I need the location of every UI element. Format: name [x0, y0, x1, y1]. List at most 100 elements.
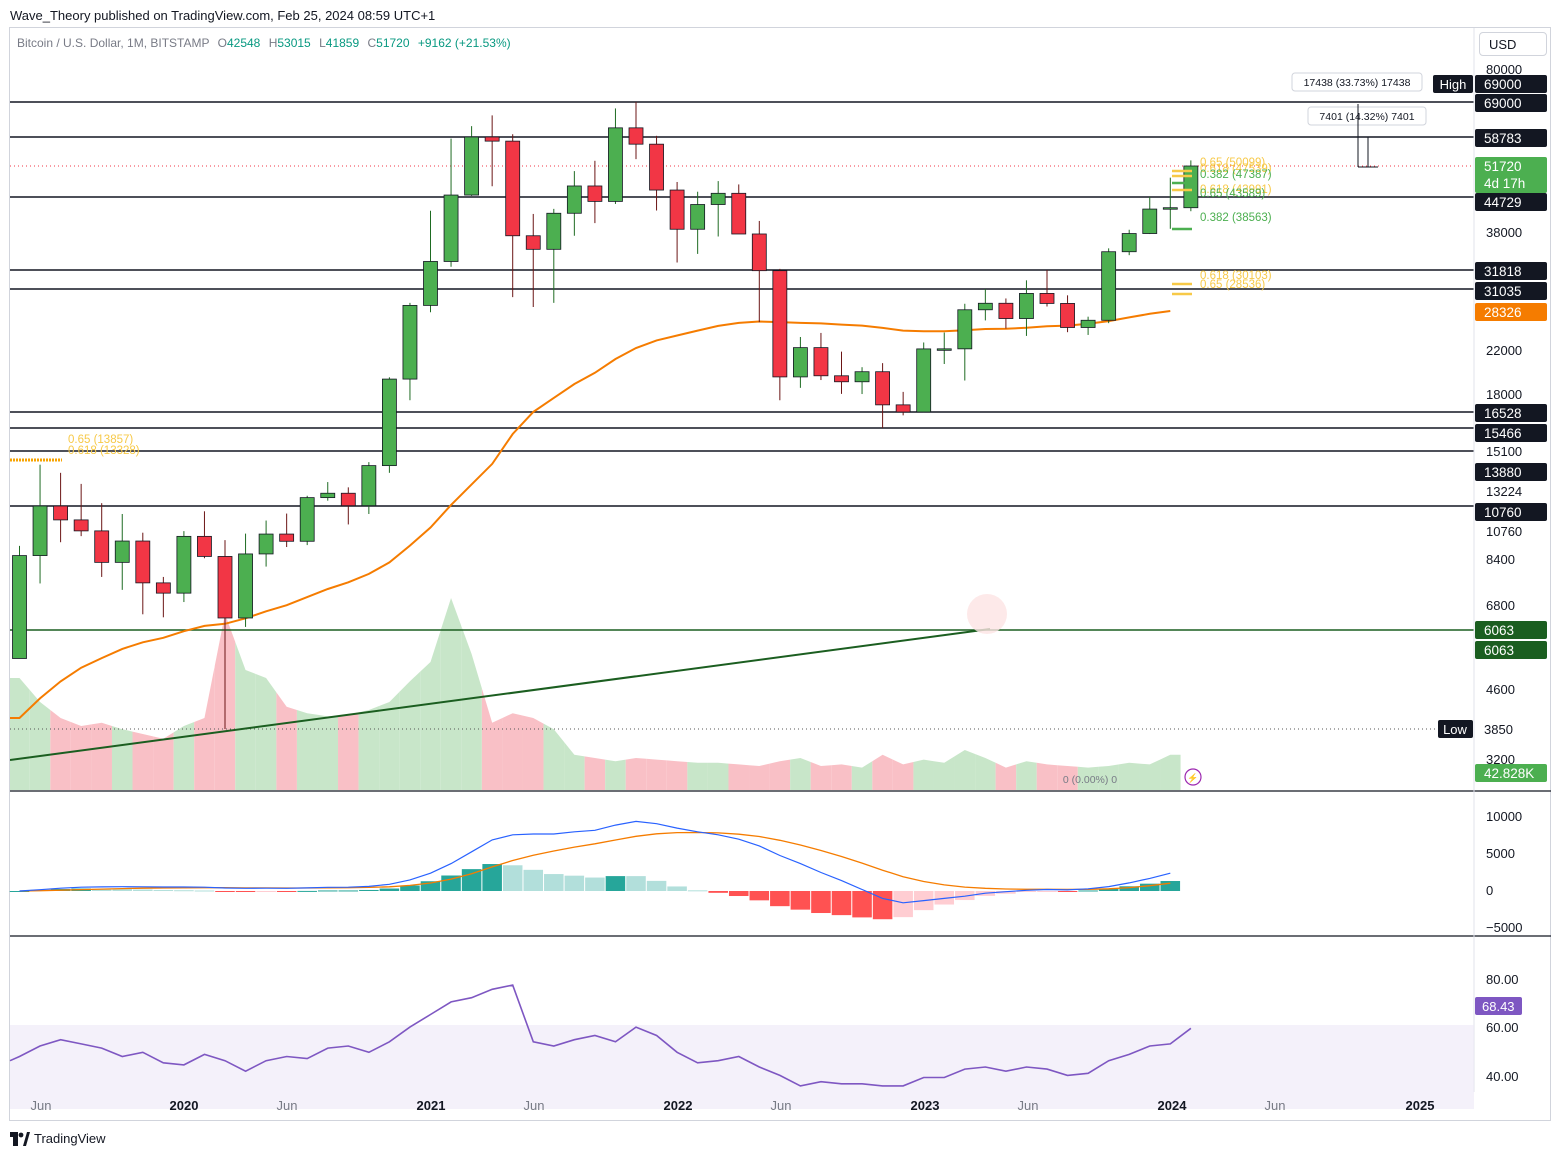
candle — [731, 184, 747, 235]
candle — [895, 391, 911, 416]
candle — [690, 191, 706, 254]
y-tick-label: 80000 — [1486, 62, 1522, 77]
price-label-bg — [1475, 503, 1547, 521]
price-label: 69000 — [1484, 77, 1522, 92]
macd-histogram-bar — [1139, 883, 1160, 891]
rsi-tick-label: 60.00 — [1486, 1020, 1519, 1035]
volume-area — [1139, 759, 1161, 790]
x-tick-label: 2020 — [170, 1098, 199, 1113]
volume-area — [29, 690, 51, 790]
fib-label: 0.618 (13328) — [68, 445, 140, 457]
candle-body — [1162, 207, 1178, 210]
candle — [772, 268, 788, 401]
volume-area — [605, 759, 626, 790]
volume-area — [913, 759, 934, 790]
candle-body — [217, 556, 233, 619]
footer-brand[interactable]: TradingView — [10, 1131, 106, 1146]
candle-body — [423, 261, 438, 306]
macd-histogram-bar — [133, 889, 153, 891]
macd-histogram-bar — [235, 891, 256, 892]
volume-area — [790, 758, 811, 790]
candle-body — [1080, 319, 1096, 328]
candle — [361, 462, 377, 514]
macd-histogram-bar — [1160, 880, 1181, 891]
candle-body — [566, 185, 582, 214]
macd-histogram-bar — [1057, 891, 1078, 892]
x-tick-label: Jun — [1018, 1098, 1039, 1113]
candle-body — [176, 535, 192, 594]
currency-button[interactable]: USD — [1479, 32, 1547, 56]
macd-histogram-bar — [893, 891, 913, 918]
x-tick-label: Jun — [771, 1098, 792, 1113]
macd-histogram-bar — [852, 891, 872, 918]
macd-histogram-bar — [749, 891, 770, 901]
y-tick-label: 8400 — [1486, 552, 1515, 567]
candle-body — [854, 371, 870, 383]
macd-histogram-bar — [359, 889, 379, 891]
candle — [1162, 177, 1178, 229]
volume-area — [1077, 766, 1099, 790]
candle-body — [320, 492, 336, 499]
candle-body — [155, 582, 171, 594]
volume-area — [235, 642, 256, 790]
candle-body — [608, 127, 623, 202]
volume-area — [707, 762, 729, 790]
y-tick-label: 18000 — [1486, 387, 1522, 402]
ohlc-legend: Bitcoin / U.S. Dollar, 1M, BITSTAMP O425… — [17, 36, 511, 50]
candle — [1183, 160, 1199, 212]
volume-area — [502, 713, 523, 790]
volume-area — [50, 710, 71, 790]
price-label: 31818 — [1484, 264, 1522, 279]
price-label: 28326 — [1484, 305, 1522, 320]
y-tick-label-level: 15100 — [1486, 444, 1522, 459]
candle — [53, 472, 68, 543]
price-label: 6063 — [1484, 623, 1514, 638]
candle-body — [649, 143, 664, 191]
candle — [32, 464, 48, 584]
candle — [381, 377, 397, 473]
fib-label: 0.382 (38563) — [1200, 212, 1272, 224]
macd-histogram-bar — [502, 865, 523, 891]
price-label-countdown: 4d 17h — [1484, 176, 1525, 191]
support-trendline — [10, 628, 991, 761]
macd-histogram-bar — [585, 877, 605, 891]
volume-area — [173, 722, 195, 790]
high-tag: High — [1440, 77, 1467, 92]
candle-body — [443, 194, 459, 262]
candle-body — [957, 309, 973, 350]
macd-tick-label: −5000 — [1486, 920, 1523, 935]
high-value: 53015 — [277, 36, 311, 50]
macd-histogram-bar — [523, 869, 544, 891]
macd-pane — [9, 820, 1181, 920]
volume-area — [584, 756, 606, 790]
volume-area — [769, 759, 791, 790]
volume-area — [461, 626, 482, 790]
candle-body — [381, 378, 397, 467]
volume-area — [625, 758, 647, 790]
price-label-bg — [1475, 764, 1547, 782]
candle-body — [73, 519, 89, 532]
macd-histogram-bar — [770, 891, 790, 907]
volume-area — [338, 712, 359, 790]
volume-area — [132, 731, 154, 790]
macd-histogram-bar — [441, 875, 461, 891]
candle — [299, 495, 315, 546]
candle-body — [916, 348, 932, 413]
candle — [12, 545, 27, 659]
low-key: L — [319, 36, 326, 50]
candle — [1039, 270, 1055, 307]
candle — [957, 303, 973, 381]
price-label-bg — [1475, 424, 1547, 442]
measure-partial-box — [1307, 106, 1427, 126]
candle — [340, 487, 356, 525]
measure-total-box — [1291, 72, 1423, 92]
candle — [217, 540, 233, 729]
candle — [546, 208, 562, 303]
price-label: 31035 — [1484, 284, 1522, 299]
x-tick-label: 2024 — [1158, 1098, 1188, 1113]
volume-area — [851, 761, 873, 790]
candle — [94, 503, 110, 577]
volume-area — [810, 762, 832, 790]
candle-body — [1039, 293, 1055, 304]
